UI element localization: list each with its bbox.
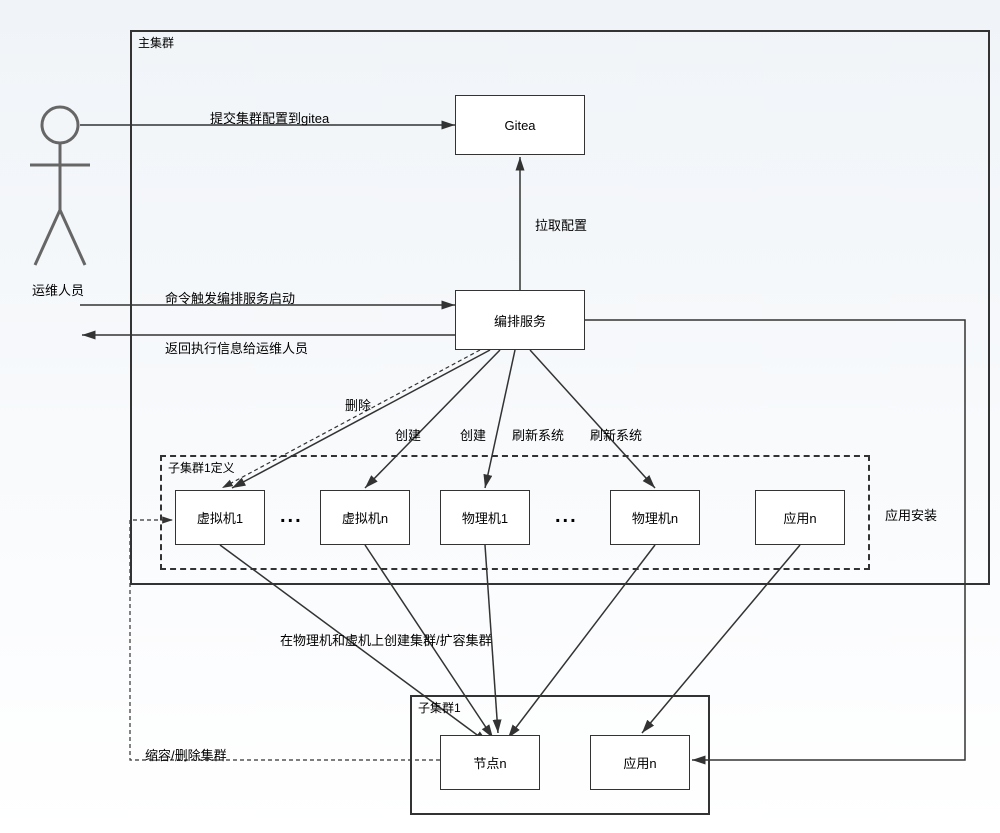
- edge-label-create1: 创建: [395, 425, 421, 444]
- node-vmn-label: 虚拟机n: [342, 508, 388, 527]
- edge-label-shrink: 缩容/删除集群: [145, 745, 227, 764]
- node-sub-node-label: 节点n: [473, 753, 506, 772]
- diagram-canvas: 运维人员 主集群 子集群1定义 子集群1 Gitea 编排服务 虚拟机1 虚拟机…: [0, 0, 1000, 833]
- node-pm1: 物理机1: [440, 490, 530, 545]
- node-appn-def-label: 应用n: [783, 508, 816, 527]
- edge-label-create-cluster: 在物理机和虚机上创建集群/扩容集群: [280, 630, 492, 649]
- edge-label-submit: 提交集群配置到gitea: [210, 108, 329, 127]
- node-appn-def: 应用n: [755, 490, 845, 545]
- ellipsis-2: ...: [555, 505, 578, 528]
- edge-label-return: 返回执行信息给运维人员: [165, 338, 308, 357]
- node-orchestrator: 编排服务: [455, 290, 585, 350]
- actor-label: 运维人员: [32, 280, 84, 299]
- node-gitea: Gitea: [455, 95, 585, 155]
- node-gitea-label: Gitea: [504, 118, 535, 133]
- node-orchestrator-label: 编排服务: [494, 311, 546, 330]
- node-pmn: 物理机n: [610, 490, 700, 545]
- main-cluster-label: 主集群: [138, 34, 174, 51]
- sub-cluster-def-label: 子集群1定义: [168, 459, 235, 476]
- sub-cluster-label: 子集群1: [418, 699, 461, 716]
- edge-label-refresh2: 刷新系统: [590, 425, 642, 444]
- node-sub-app-label: 应用n: [623, 753, 656, 772]
- edge-label-delete: 删除: [345, 395, 371, 414]
- edge-label-pull: 拉取配置: [535, 215, 587, 234]
- actor-icon: [20, 100, 100, 280]
- node-sub-node: 节点n: [440, 735, 540, 790]
- node-pmn-label: 物理机n: [632, 508, 678, 527]
- ellipsis-1: ...: [280, 505, 303, 528]
- node-pm1-label: 物理机1: [462, 508, 508, 527]
- edge-label-create2: 创建: [460, 425, 486, 444]
- node-vmn: 虚拟机n: [320, 490, 410, 545]
- node-vm1-label: 虚拟机1: [197, 508, 243, 527]
- edge-label-trigger: 命令触发编排服务启动: [165, 288, 295, 307]
- edge-label-app-install: 应用安装: [885, 505, 937, 524]
- node-vm1: 虚拟机1: [175, 490, 265, 545]
- node-sub-app: 应用n: [590, 735, 690, 790]
- edge-label-refresh1: 刷新系统: [512, 425, 564, 444]
